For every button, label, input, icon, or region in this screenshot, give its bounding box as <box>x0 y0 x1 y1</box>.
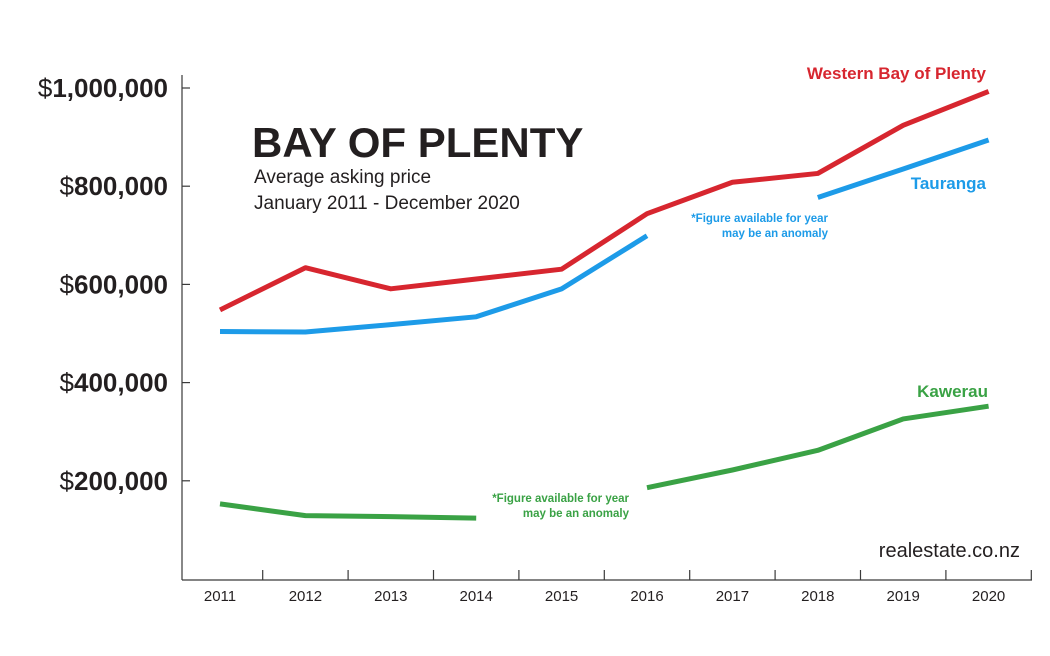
y-tick-value: 600,000 <box>74 269 168 299</box>
tauranga-anomaly-note-line-2: may be an anomaly <box>722 228 829 240</box>
kawerau-anomaly-note-line-2: may be an anomaly <box>523 508 630 520</box>
y-tick-currency: $ <box>60 368 75 398</box>
y-tick-value: 200,000 <box>74 466 168 496</box>
chart-title: BAY OF PLENTY <box>252 119 583 166</box>
chart-subtitle-line-2: January 2011 - December 2020 <box>254 193 520 214</box>
series-label-kawerau: Kawerau <box>917 382 988 401</box>
tauranga-anomaly-note-line-1: *Figure available for year <box>691 213 828 225</box>
x-tick-label: 2017 <box>716 588 749 605</box>
x-tick-label: 2019 <box>887 588 920 605</box>
x-tick-label: 2016 <box>630 588 663 605</box>
y-tick-value: 1,000,000 <box>52 73 168 103</box>
kawerau-anomaly-note-line-1: *Figure available for year <box>492 493 629 505</box>
y-tick-label: $600,000 <box>60 269 168 299</box>
x-tick-label: 2020 <box>972 588 1005 605</box>
y-tick-value: 400,000 <box>74 368 168 398</box>
x-tick-label: 2012 <box>289 588 322 605</box>
y-tick-label: $800,000 <box>60 171 168 201</box>
y-tick-label: $400,000 <box>60 368 168 398</box>
y-tick-currency: $ <box>38 73 53 103</box>
series-label-western-bay-of-plenty: Western Bay of Plenty <box>807 64 987 83</box>
series-line-kawerau-segment-2 <box>647 406 989 488</box>
y-tick-label: $200,000 <box>60 466 168 496</box>
y-tick-currency: $ <box>60 466 75 496</box>
x-tick-labels: 2011 2012 2013 2014 2015 2016 2017 2018 2019 2020 <box>204 570 1031 605</box>
x-tick-label: 2013 <box>374 588 407 605</box>
y-tick-currency: $ <box>60 269 75 299</box>
y-tick-value: 800,000 <box>74 171 168 201</box>
series-line-kawerau-segment-1 <box>220 504 476 518</box>
x-tick-label: 2018 <box>801 588 834 605</box>
x-tick-label: 2015 <box>545 588 578 605</box>
chart-subtitle-line-1: Average asking price <box>254 167 431 188</box>
y-tick-labels: $200,000$400,000$600,000$800,000$1,000,0… <box>38 73 190 496</box>
y-tick-label: $1,000,000 <box>38 73 168 103</box>
series-label-tauranga: Tauranga <box>911 174 987 193</box>
x-tick-label: 2014 <box>460 588 493 605</box>
y-tick-currency: $ <box>60 171 75 201</box>
x-tick-label: 2011 <box>204 588 236 605</box>
source-credit: realestate.co.nz <box>879 540 1020 562</box>
